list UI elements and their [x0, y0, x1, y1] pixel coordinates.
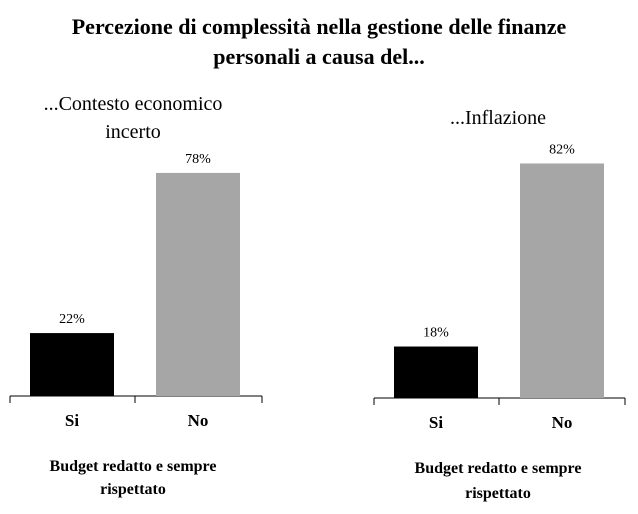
bar-si	[30, 333, 114, 396]
bar-no	[156, 172, 240, 396]
x-axis-label: Budget redatto e sempre	[415, 460, 582, 477]
data-label: 78%	[185, 152, 211, 167]
bar-no	[520, 163, 604, 398]
chart-subtitle: incerto	[105, 121, 161, 143]
chart-panel-2: ...Inflazione 18% Si 82% No Budget redatto e …	[373, 107, 626, 502]
category-label: Si	[65, 411, 79, 430]
chart-subtitle: ...Contesto economico	[44, 93, 223, 115]
chart-title: Percezione di complessità nella gestione…	[71, 14, 567, 69]
x-axis-label: rispettato	[100, 481, 166, 498]
category-label: Si	[429, 413, 443, 432]
category-label: No	[552, 413, 573, 432]
x-axis-label: rispettato	[465, 485, 531, 502]
chart-panel-1: ...Contesto economico incerto 22% Si 78% No Bu…	[9, 93, 263, 498]
bar-si	[394, 346, 478, 398]
chart-subtitle: ...Inflazione	[450, 107, 546, 129]
category-label: No	[188, 411, 209, 430]
data-label: 82%	[549, 142, 575, 157]
x-axis-label: Budget redatto e sempre	[50, 458, 217, 475]
data-label: 18%	[423, 326, 449, 341]
data-label: 22%	[59, 312, 85, 327]
